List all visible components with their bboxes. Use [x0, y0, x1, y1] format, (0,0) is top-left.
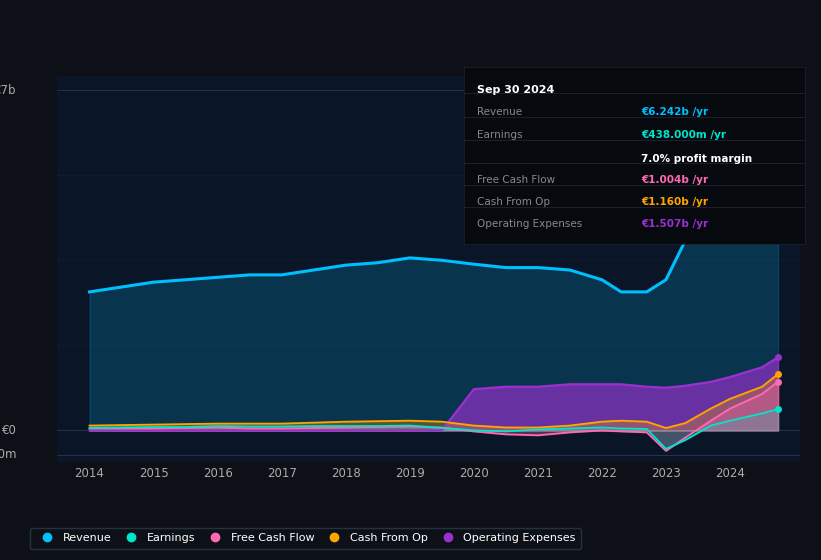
Text: Earnings: Earnings [478, 130, 523, 140]
Text: 7.0% profit margin: 7.0% profit margin [641, 153, 752, 164]
Text: Operating Expenses: Operating Expenses [478, 219, 583, 229]
Text: Cash From Op: Cash From Op [478, 197, 551, 207]
Text: Sep 30 2024: Sep 30 2024 [478, 85, 555, 95]
Text: €0: €0 [2, 424, 16, 437]
Text: €7b: €7b [0, 83, 16, 97]
Text: -€500m: -€500m [0, 448, 16, 461]
Text: Revenue: Revenue [478, 107, 523, 117]
Legend: Revenue, Earnings, Free Cash Flow, Cash From Op, Operating Expenses: Revenue, Earnings, Free Cash Flow, Cash … [30, 528, 581, 549]
Text: €1.160b /yr: €1.160b /yr [641, 197, 708, 207]
Text: Free Cash Flow: Free Cash Flow [478, 175, 556, 185]
Text: €1.004b /yr: €1.004b /yr [641, 175, 709, 185]
Text: €438.000m /yr: €438.000m /yr [641, 130, 726, 140]
Text: €1.507b /yr: €1.507b /yr [641, 219, 709, 229]
Text: €6.242b /yr: €6.242b /yr [641, 107, 709, 117]
